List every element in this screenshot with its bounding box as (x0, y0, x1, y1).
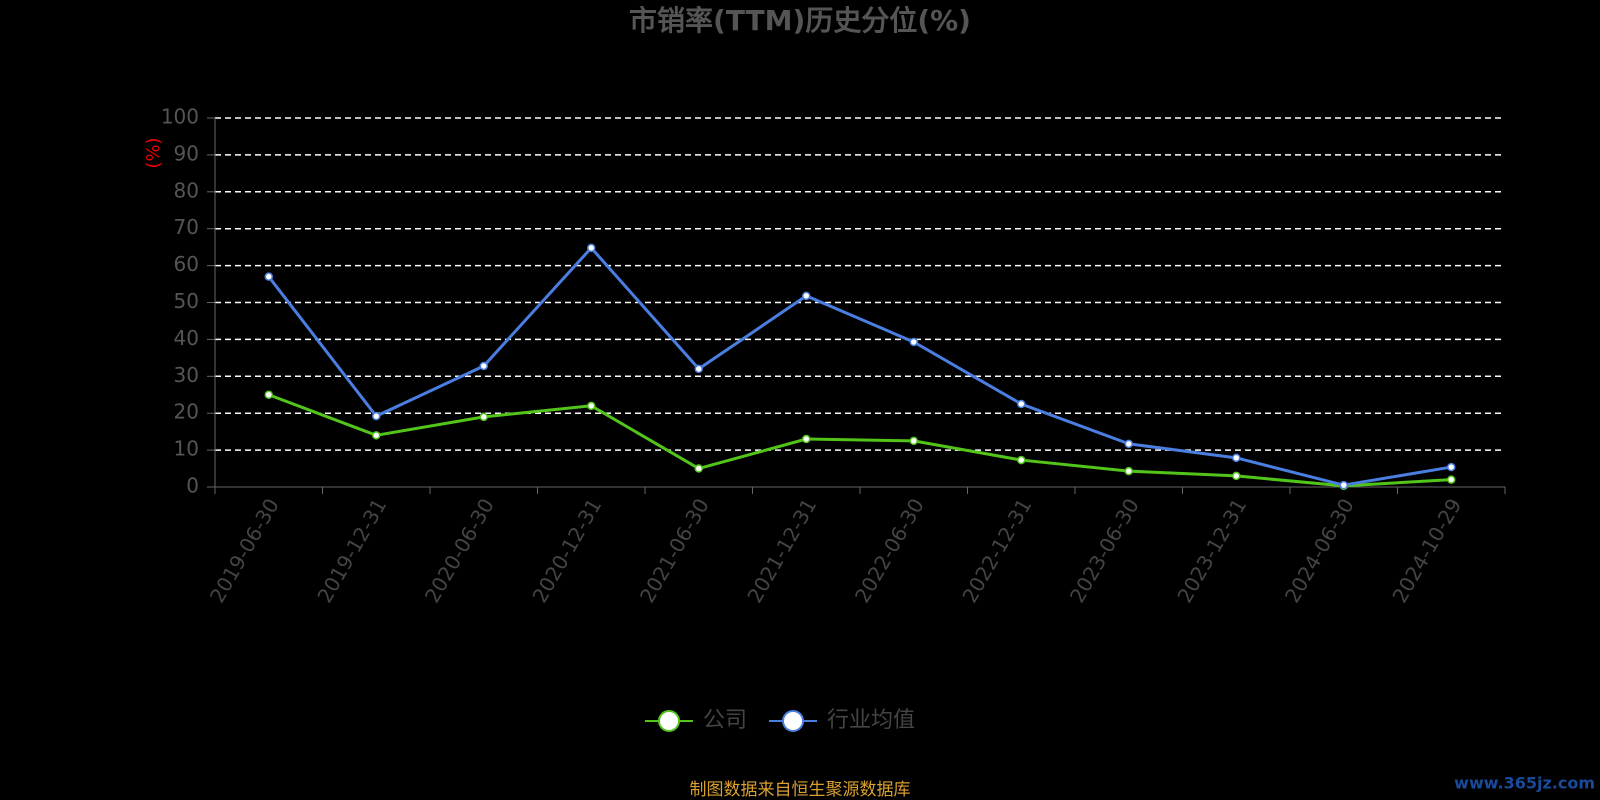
data-point (1447, 462, 1456, 472)
series-line (268, 393, 1452, 488)
data-point (802, 291, 811, 301)
source-note: 制图数据来自恒生聚源数据库 (690, 780, 911, 800)
legend-label: 公司 (703, 708, 747, 733)
data-point (1232, 453, 1241, 463)
data-point (694, 464, 703, 473)
watermark: www.365jz.com (1454, 774, 1595, 793)
data-point (1232, 471, 1241, 481)
y-tick-label: 0 (186, 474, 199, 498)
y-tick-label: 20 (174, 400, 199, 424)
data-point (1017, 399, 1026, 409)
y-tick-label: 60 (174, 252, 199, 276)
data-point (1124, 466, 1133, 476)
series-line (267, 245, 1452, 487)
y-tick-label: 10 (174, 437, 199, 461)
data-point (1339, 480, 1348, 490)
y-tick-label: 100 (161, 105, 199, 129)
data-point (587, 401, 596, 411)
y-tick-label: 70 (174, 215, 199, 239)
y-tick-label: 30 (174, 363, 199, 387)
data-point (1124, 439, 1133, 449)
data-point (372, 431, 381, 440)
y-tick-label: 90 (174, 141, 199, 165)
y-tick-label: 40 (174, 326, 199, 350)
data-point (909, 436, 918, 446)
legend-marker (782, 710, 805, 732)
data-point (587, 243, 596, 253)
data-point (802, 434, 811, 444)
data-point (479, 361, 488, 371)
data-point (1447, 475, 1456, 484)
data-point (264, 390, 273, 399)
legend-marker (658, 710, 680, 732)
data-point (264, 272, 273, 281)
y-axis-label: (%) (143, 137, 164, 168)
data-point (909, 337, 918, 347)
data-point (694, 364, 703, 374)
legend-label: 行业均值 (827, 708, 915, 733)
y-tick-label: 80 (174, 178, 199, 202)
y-tick-label: 50 (174, 289, 199, 313)
data-point (1017, 455, 1026, 465)
data-point (479, 412, 488, 422)
data-point (372, 411, 381, 421)
chart-title: 市销率(TTM)历史分位(%) (629, 4, 971, 37)
